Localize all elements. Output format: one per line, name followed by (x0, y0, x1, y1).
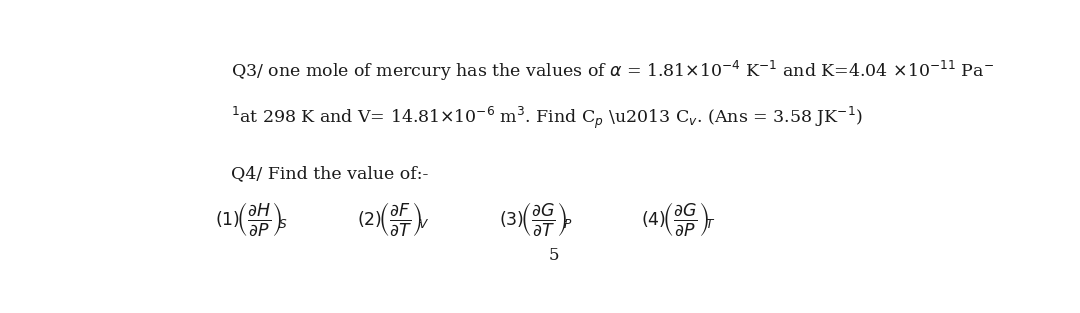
Text: $(4)\!\left(\dfrac{\partial G}{\partial P}\right)_{\!\!T}$: $(4)\!\left(\dfrac{\partial G}{\partial … (642, 201, 716, 238)
Text: $(2)\!\left(\dfrac{\partial F}{\partial T}\right)_{\!\!V}$: $(2)\!\left(\dfrac{\partial F}{\partial … (356, 201, 429, 238)
Text: Q4/ Find the value of:-: Q4/ Find the value of:- (231, 165, 429, 182)
Text: $^{1}$at 298 K and V= 14.81$\times$10$^{-6}$ m$^{3}$. Find C$_{p}$ \u2013 C$_{v}: $^{1}$at 298 K and V= 14.81$\times$10$^{… (231, 105, 863, 131)
Text: Q3/ one mole of mercury has the values of $\alpha$ = 1.81$\times$10$^{-4}$ K$^{-: Q3/ one mole of mercury has the values o… (231, 59, 995, 83)
Text: 5: 5 (549, 247, 558, 264)
Text: $(1)\!\left(\dfrac{\partial H}{\partial P}\right)_{\!\!S}$: $(1)\!\left(\dfrac{\partial H}{\partial … (215, 201, 287, 238)
Text: $(3)\!\left(\dfrac{\partial G}{\partial T}\right)_{\!\!P}$: $(3)\!\left(\dfrac{\partial G}{\partial … (499, 201, 572, 238)
